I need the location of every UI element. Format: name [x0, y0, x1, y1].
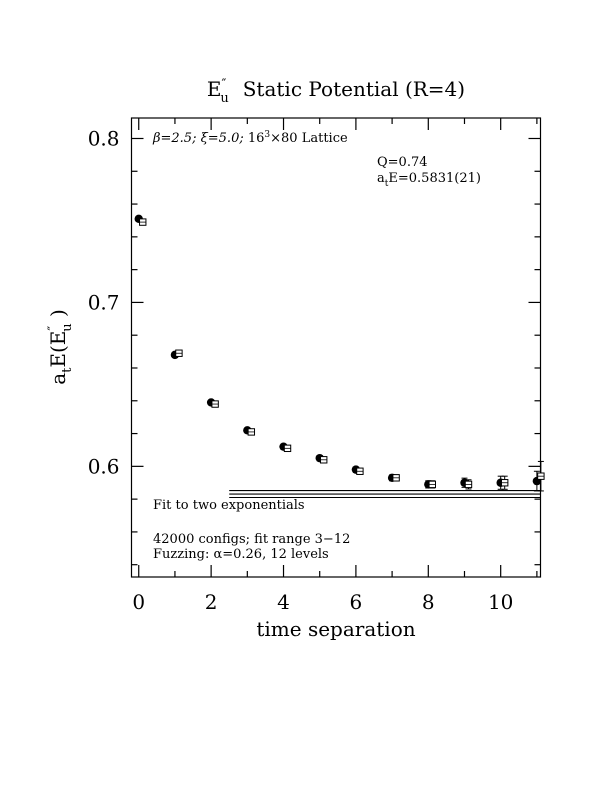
x-tick-label: 4 — [277, 590, 290, 614]
y-tick-labels: 0.6 0.7 0.8 — [88, 126, 120, 478]
ylabel-sup: ″ — [46, 326, 61, 331]
energy-annotation: atE=0.5831(21) — [377, 171, 481, 189]
x-tick-labels: 0 2 4 6 8 10 — [132, 590, 513, 614]
lattice-beta: β=2.5; — [152, 131, 201, 146]
energy-sub: t — [385, 179, 389, 189]
lattice-annotation: β=2.5; ξ=5.0; 163×80 Lattice — [152, 130, 348, 146]
fit-label: Fit to two exponentials — [153, 498, 305, 513]
lattice-xi: ξ=5.0; — [201, 131, 248, 146]
configs-annotation: 42000 configs; fit range 3−12 — [153, 532, 350, 547]
y-tick-label: 0.6 — [88, 454, 120, 478]
axis-ticks — [131, 118, 541, 577]
lattice-size: 16 — [248, 131, 265, 146]
ylabel-mid: E(E — [46, 331, 70, 368]
title-rest: Static Potential (R=4) — [243, 77, 465, 101]
title-sup: ″ — [222, 77, 227, 92]
y-tick-label: 0.8 — [88, 126, 120, 150]
ylabel-post: ) — [46, 309, 70, 323]
y-axis-label: atE(E″u ) — [46, 309, 75, 385]
x-tick-label: 8 — [422, 590, 435, 614]
plot-frame — [130, 117, 542, 578]
ylabel-sub: u — [60, 323, 75, 331]
energy-rest: E=0.5831(21) — [388, 171, 481, 186]
fuzzing-annotation: Fuzzing: α=0.26, 12 levels — [153, 547, 329, 562]
energy-pre: a — [377, 171, 385, 186]
fit-band — [229, 490, 541, 499]
q-annotation: Q=0.74 — [377, 155, 428, 170]
ylabel-pre: a — [46, 373, 70, 385]
y-tick-label: 0.7 — [88, 290, 120, 314]
chart-title: E″ u Static Potential (R=4) — [207, 77, 465, 106]
x-tick-label: 6 — [350, 590, 363, 614]
title-sub: u — [220, 91, 228, 106]
x-tick-label: 2 — [205, 590, 218, 614]
ylabel-pre-sub: t — [60, 367, 75, 373]
lattice-size-sup: 3 — [264, 130, 270, 140]
x-tick-label: 0 — [132, 590, 145, 614]
lattice-rest: ×80 Lattice — [270, 131, 348, 146]
title-main: E — [207, 77, 222, 101]
x-axis-label: time separation — [256, 617, 415, 641]
x-tick-label: 10 — [488, 590, 513, 614]
data-series — [134, 214, 545, 492]
